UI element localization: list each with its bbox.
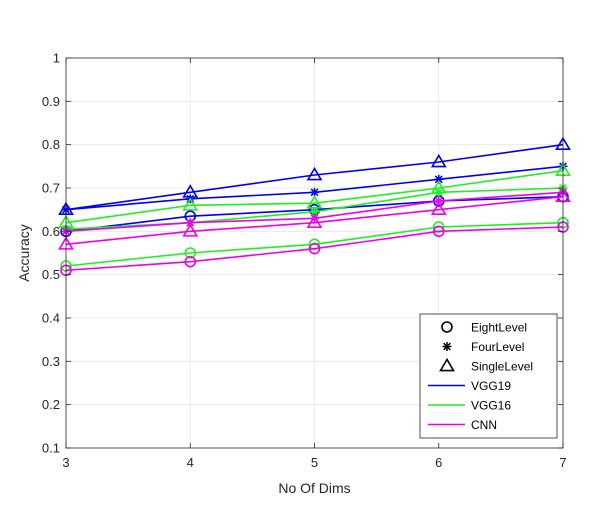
data-point-cnn-singlelevel: [306, 214, 323, 229]
legend-symbol-circle: [441, 321, 453, 333]
legend: EightLevel FourLevel SingleLevel VGG19 VGG16…: [419, 313, 558, 439]
y-tick-label: 0.3: [42, 354, 60, 369]
x-tick-label: 3: [62, 455, 69, 470]
x-axis-label: No Of Dims: [278, 480, 350, 496]
legend-label: CNN: [471, 418, 497, 432]
data-point-vgg16-eightlevel: [184, 247, 197, 259]
y-axis-label: Accuracy: [16, 224, 32, 282]
data-point-cnn-eightlevel: [308, 242, 321, 255]
series-line-cnn-singlelevel: [65, 195, 564, 246]
ticks: 3 4 5 6 7 0.1 0.2 0.3 0.4 0.5 0.6 0.7 0.8 0.9 1: [42, 51, 567, 471]
data-point-vgg16-fourlevel-stroke: [434, 188, 443, 197]
y-tick-label: 0.5: [42, 267, 60, 282]
legend-item-vgg19: VGG19: [428, 379, 511, 393]
y-tick-label: 0.9: [42, 94, 60, 109]
x-tick-label: 5: [311, 455, 318, 470]
data-point-vgg19-singlelevel: [306, 166, 323, 181]
data-point-cnn-fourlevel-stroke: [434, 197, 443, 205]
data-point-vgg19-fourlevel: [310, 187, 319, 197]
y-tick-label: 1: [53, 51, 60, 66]
series-vgg19-singlelevel: [58, 136, 571, 216]
y-tick-label: 0.2: [42, 397, 60, 412]
legend-label: VGG19: [471, 379, 511, 393]
legend-item-cnn: CNN: [428, 418, 497, 432]
y-tick-label: 0.8: [42, 137, 60, 152]
data-point-vgg19-fourlevel-stroke: [310, 188, 319, 197]
legend-symbol-triangle: [439, 357, 455, 372]
data-point-cnn-fourlevel-stroke: [186, 218, 195, 227]
legend-symbol-asterisk-stroke: [443, 342, 451, 351]
y-tick-label: 0.6: [42, 224, 60, 239]
series-line-cnn-eightlevel: [65, 226, 564, 272]
data-point-vgg16-fourlevel: [434, 187, 444, 197]
data-point-vgg16-singlelevel: [182, 197, 199, 211]
x-tick-label: 7: [559, 455, 566, 470]
data-point-cnn-eightlevel: [184, 255, 197, 268]
legend-label: FourLevel: [471, 340, 524, 354]
series-layer: [58, 136, 571, 277]
legend-item-singlelevel: SingleLevel: [439, 357, 533, 374]
data-point-cnn-singlelevel: [182, 223, 199, 237]
y-tick-label: 0.1: [42, 441, 60, 456]
legend-label: VGG16: [471, 399, 511, 413]
series-line-vgg19-singlelevel: [65, 143, 564, 211]
data-point-vgg19-singlelevel: [430, 153, 447, 168]
y-tick-label: 0.4: [42, 311, 60, 326]
data-point-vgg19-fourlevel-stroke: [434, 175, 443, 184]
y-tick-label: 0.7: [42, 181, 60, 196]
legend-item-eightlevel: EightLevel: [441, 321, 527, 335]
data-point-cnn-singlelevel: [430, 201, 447, 216]
legend-symbol-asterisk: [442, 342, 452, 351]
x-tick-label: 4: [187, 455, 194, 470]
legend-box: [419, 313, 558, 439]
data-point-vgg16-fourlevel-stroke: [310, 207, 319, 216]
x-tick-label: 6: [435, 455, 442, 470]
legend-label: SingleLevel: [471, 360, 533, 374]
legend-item-vgg16: VGG16: [428, 399, 511, 413]
legend-label: EightLevel: [471, 321, 527, 335]
series-line-vgg16-singlelevel: [65, 169, 564, 224]
legend-item-fourlevel: FourLevel: [442, 340, 524, 354]
data-point-cnn-eightlevel: [432, 225, 445, 238]
